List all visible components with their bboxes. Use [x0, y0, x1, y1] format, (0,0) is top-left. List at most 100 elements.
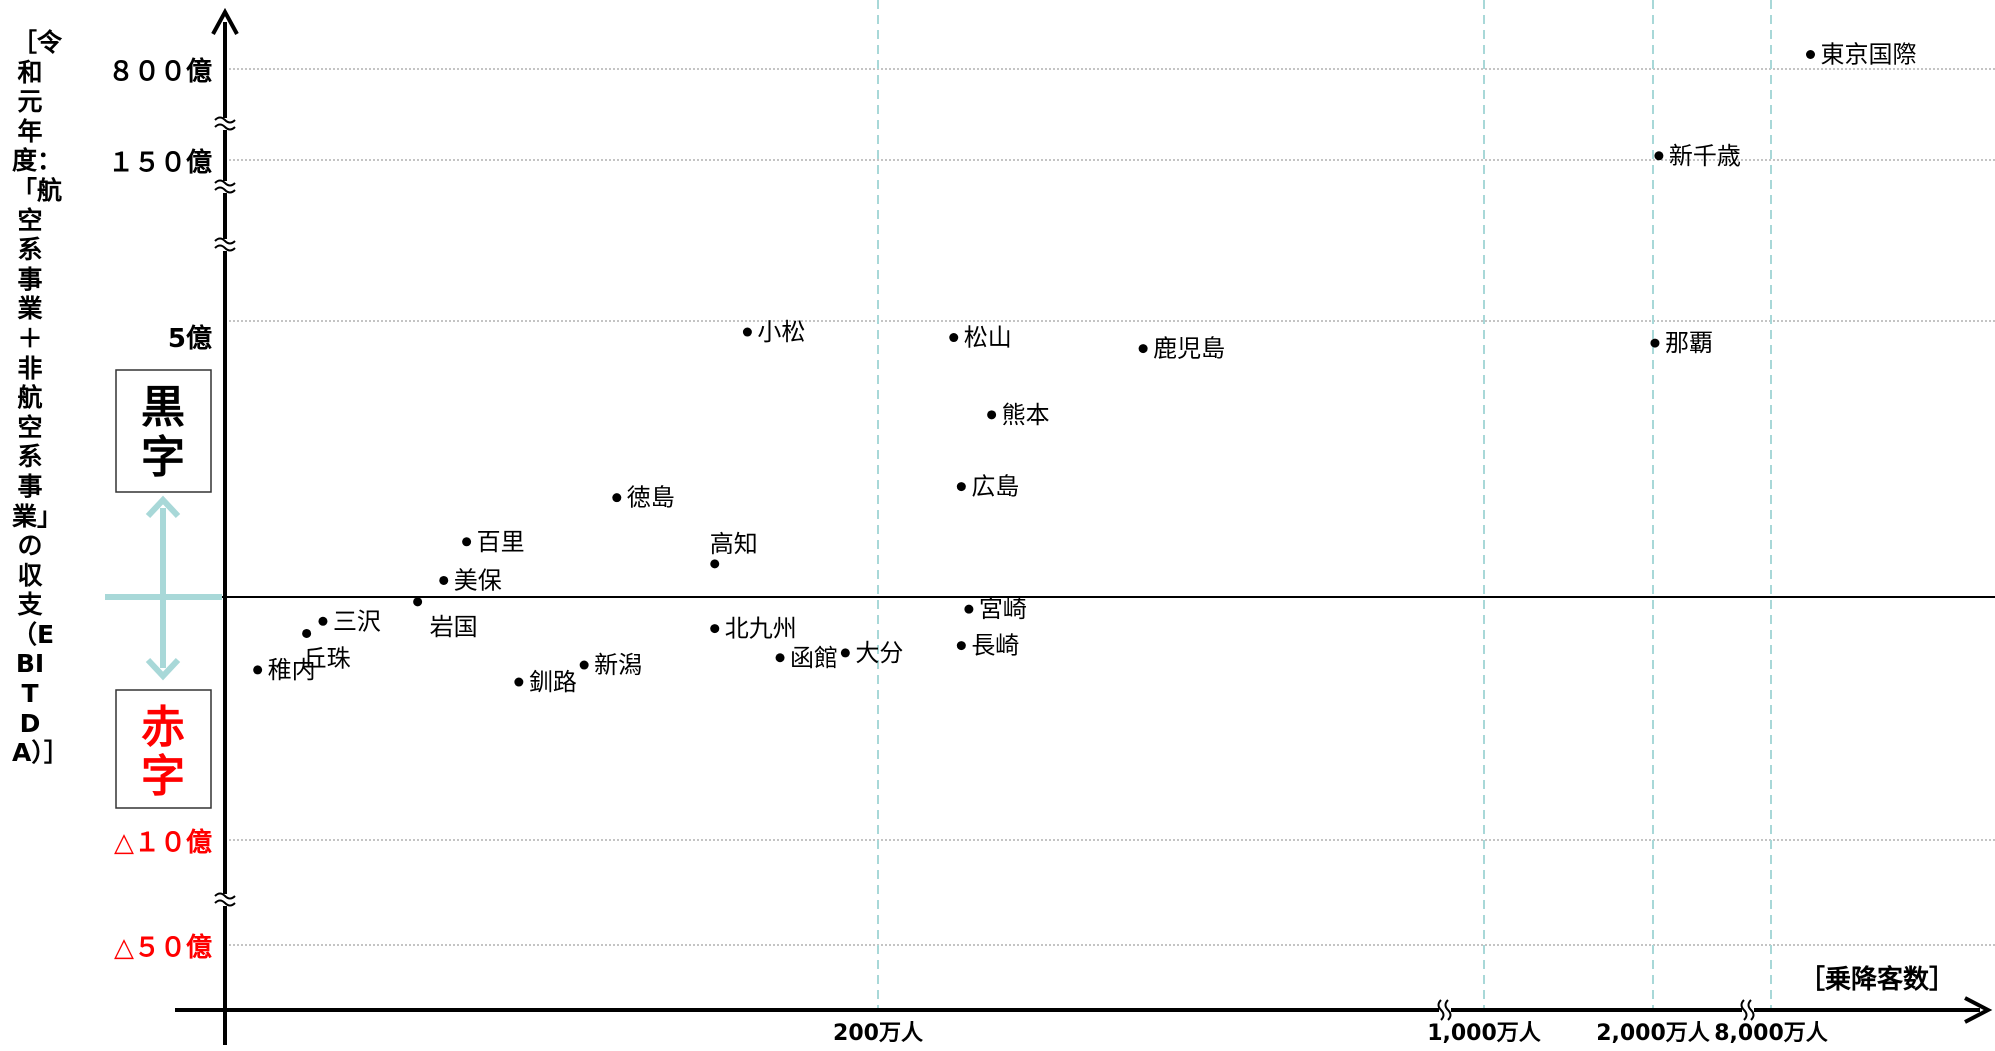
data-point: 釧路 [514, 668, 577, 696]
data-point-marker [1806, 50, 1815, 59]
data-point-label: 三沢 [333, 607, 381, 635]
tick-labels: ８００億 １５０億 5億 △１０億 △５０億 200万人 1,000万人 2,000万人 8,0… [108, 57, 1955, 1046]
data-point-label: 新潟 [594, 651, 642, 679]
data-point: 美保 [439, 566, 502, 594]
data-point-label: 徳島 [627, 484, 675, 512]
y-axis-arrow-icon [211, 7, 239, 35]
y-tick-label: △１０億 [114, 828, 212, 858]
data-point-marker [1654, 151, 1664, 161]
down-arrow-icon [145, 657, 181, 681]
data-point: 新千歳 [1654, 142, 1741, 170]
data-point-marker [775, 653, 785, 663]
data-point: 広島 [956, 473, 1019, 501]
profit-label: 黒 [141, 382, 185, 433]
data-point-label: 広島 [971, 473, 1019, 501]
data-point: 岩国 [413, 597, 478, 641]
data-point: 熊本 [987, 401, 1050, 429]
data-point-label: 宮崎 [979, 595, 1027, 623]
y-tick-label: １５０億 [108, 148, 212, 178]
data-point: 丘珠 [302, 628, 351, 672]
data-point-label: 熊本 [1002, 401, 1050, 429]
y-tick-label: ８００億 [108, 57, 212, 87]
data-point-marker [987, 410, 997, 420]
y-tick-label: 5億 [168, 324, 212, 354]
loss-box [115, 689, 212, 809]
data-point: 北九州 [710, 615, 797, 643]
x-tick-label: 200万人 [833, 1021, 923, 1046]
y-tick-label: △５０億 [114, 933, 212, 963]
data-point-marker [253, 665, 263, 675]
x-tick-label: 1,000万人 [1427, 1021, 1541, 1046]
data-point: 稚内 [253, 656, 316, 684]
grid-layer [105, 0, 1995, 1010]
data-point-label: 松山 [964, 324, 1012, 352]
data-point: 大分 [840, 639, 903, 667]
loss-label: 字 [141, 751, 185, 802]
x-tick-label: 2,000万人 [1596, 1021, 1710, 1046]
data-point-marker [1138, 344, 1148, 354]
data-point-label: 那覇 [1665, 329, 1713, 357]
data-point-label: 百里 [477, 528, 525, 556]
data-point-marker [579, 660, 589, 670]
data-point-label: 北九州 [725, 615, 797, 643]
data-point: 新潟 [579, 651, 642, 679]
data-point-marker [710, 559, 720, 569]
data-point-marker [514, 677, 524, 687]
data-point-label: 美保 [454, 566, 502, 594]
data-point-label: 函館 [790, 644, 838, 672]
data-point-label: 丘珠 [303, 644, 351, 672]
data-point: 小松 [742, 318, 805, 346]
data-point: 長崎 [956, 632, 1019, 660]
data-point-marker [840, 648, 850, 658]
data-point-marker [956, 641, 966, 651]
axis-break-icon [214, 179, 236, 194]
data-point-label: 釧路 [529, 668, 577, 696]
axis-break-icon [214, 237, 236, 252]
data-point-label: 東京国際 [1821, 41, 1917, 69]
data-point-label: 新千歳 [1669, 142, 1741, 170]
loss-label: 赤 [141, 702, 185, 753]
data-point-marker [742, 327, 752, 337]
data-point-label: 稚内 [268, 656, 316, 684]
y-axis-title: ［令和元年度：「航空系事業＋非航空系事業」の収支（EBITDA）］ [12, 28, 69, 768]
data-point-marker [949, 333, 959, 343]
x-axis-title: ［乗降客数］ [1799, 964, 1955, 995]
data-point-label: 小松 [757, 318, 805, 346]
data-point-label: 大分 [855, 639, 903, 667]
axis-break-icon [214, 892, 236, 907]
data-point: 函館 [775, 644, 838, 672]
profit-box [115, 369, 212, 493]
data-point: 宮崎 [964, 595, 1027, 623]
data-point-label: 岩国 [430, 613, 478, 641]
x-tick-label: 8,000万人 [1714, 1021, 1828, 1046]
data-point: 徳島 [612, 484, 675, 512]
axis-break-icon [1740, 999, 1755, 1021]
data-point-marker [956, 482, 966, 492]
data-point-marker [302, 628, 312, 638]
data-point: 三沢 [318, 607, 381, 635]
data-point: 高知 [710, 530, 758, 569]
data-point-marker [318, 616, 328, 626]
data-point-marker [710, 624, 720, 634]
data-point-marker [439, 575, 449, 585]
profit-label: 字 [141, 432, 185, 483]
data-point: 那覇 [1650, 329, 1713, 357]
axis-break-icon [1437, 999, 1452, 1021]
data-point: 東京国際 [1806, 41, 1917, 69]
data-point-marker [612, 493, 622, 503]
axes [175, 7, 1993, 1045]
x-axis-arrow-icon [1964, 996, 1993, 1024]
data-point-marker [1650, 338, 1660, 348]
data-point-marker [413, 597, 423, 607]
data-point-label: 長崎 [971, 632, 1019, 660]
axis-break-icon [214, 116, 236, 131]
up-arrow-icon [145, 495, 181, 519]
data-point-marker [462, 537, 472, 547]
data-point-marker [964, 604, 974, 614]
data-point: 松山 [949, 324, 1012, 352]
data-point: 百里 [462, 528, 525, 556]
